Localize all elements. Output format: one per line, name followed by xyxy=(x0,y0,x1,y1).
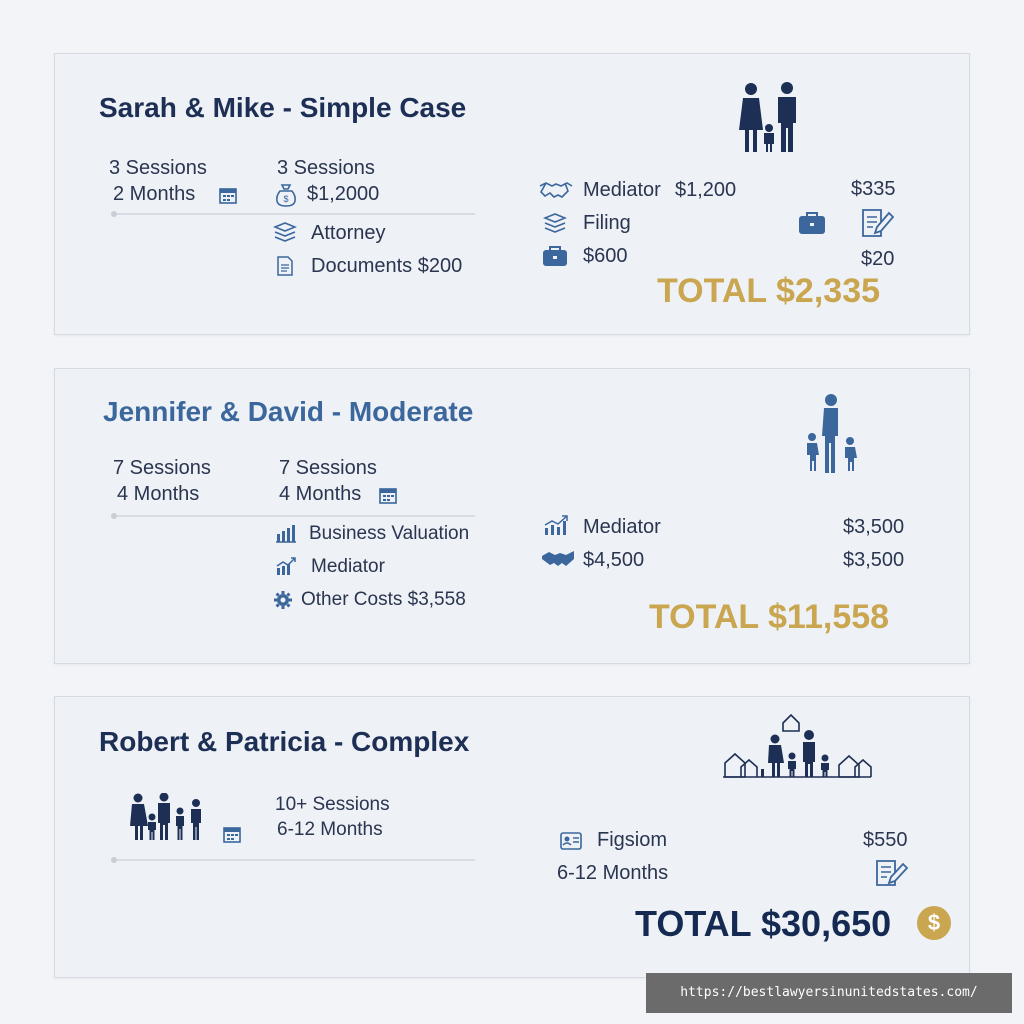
houses-family-icon xyxy=(723,713,872,778)
filing-label: Filing xyxy=(583,212,631,234)
duration-label: 4 Months xyxy=(117,483,200,505)
amount-label: $1,2000 xyxy=(307,183,380,205)
total-label: TOTAL xyxy=(635,903,751,944)
total: TOTAL $2,335 xyxy=(657,272,880,311)
edit-document-icon xyxy=(862,209,895,237)
total-label: TOTAL xyxy=(657,272,767,310)
money-bag-icon: $ xyxy=(276,184,296,207)
mediator-label: Mediator xyxy=(583,179,661,201)
calendar-icon xyxy=(223,827,241,843)
total-value: $30,650 xyxy=(761,903,892,944)
duration-label: 4 Months xyxy=(279,483,362,505)
duration-label: 6-12 Months xyxy=(557,862,669,884)
source-url: https://bestlawyersinunitedstates.com/ xyxy=(646,973,1012,1013)
chart-icon xyxy=(544,515,568,535)
amount-value: $600 xyxy=(583,245,628,267)
family-icon xyxy=(130,793,201,840)
handshake-icon xyxy=(542,551,574,566)
case-title: Robert & Patricia - Complex xyxy=(99,726,470,757)
divider xyxy=(111,513,475,519)
family-icon xyxy=(807,394,857,473)
case-title: Sarah & Mike - Simple Case xyxy=(99,92,467,123)
handshake-icon xyxy=(539,182,573,198)
svg-text:$: $ xyxy=(283,194,288,204)
figsiom-label: Figsiom xyxy=(597,829,668,851)
calendar-icon xyxy=(219,188,237,204)
calendar-icon xyxy=(379,488,397,504)
other-costs-label: Other Costs $3,558 xyxy=(301,589,466,610)
family-icon xyxy=(739,82,796,152)
sessions-label: 3 Sessions xyxy=(277,157,375,179)
amount-value: $550 xyxy=(863,829,908,851)
mediator-label: Mediator xyxy=(583,516,661,538)
amount-value: $3,500 xyxy=(843,549,905,571)
briefcase-icon xyxy=(543,246,567,266)
briefcase-icon xyxy=(799,212,825,234)
sessions-label: 10+ Sessions xyxy=(275,794,390,815)
sessions-label: 3 Sessions xyxy=(109,157,207,179)
chart-icon xyxy=(276,557,296,575)
coin-icon: $ xyxy=(917,906,951,940)
stack-icon xyxy=(273,222,297,242)
chart-icon xyxy=(276,525,296,543)
case-card-complex: Robert & Patricia - Complex 10+ Sess xyxy=(54,696,970,978)
amount-value: $335 xyxy=(851,178,896,200)
duration-label: 6-12 Months xyxy=(277,819,383,840)
gear-icon xyxy=(274,591,292,609)
edit-document-icon xyxy=(876,860,909,886)
mediator-amount: $1,200 xyxy=(675,179,737,201)
case-card-simple: Sarah & Mike - Simple Case 3 Sessions 2 … xyxy=(54,53,970,335)
total: TOTAL $11,558 xyxy=(649,598,889,637)
business-valuation-label: Business Valuation xyxy=(309,523,470,544)
divider xyxy=(111,211,475,217)
attorney-label: Attorney xyxy=(311,222,386,244)
amount-value: $4,500 xyxy=(583,549,645,571)
document-icon xyxy=(277,256,293,276)
sessions-label: 7 Sessions xyxy=(113,457,211,479)
stack-icon xyxy=(543,213,567,233)
id-card-icon xyxy=(560,832,582,850)
total-value: $11,558 xyxy=(768,598,890,636)
amount-value: $3,500 xyxy=(843,516,905,538)
sessions-label: 7 Sessions xyxy=(279,457,377,479)
total-label: TOTAL xyxy=(649,598,759,636)
case-title: Jennifer & David - Moderate xyxy=(103,396,474,427)
mediator-label: Mediator xyxy=(311,556,385,577)
total: TOTAL $30,650 xyxy=(635,903,891,945)
case-card-moderate: Jennifer & David - Moderate 7 Sessions 4… xyxy=(54,368,970,664)
duration-label: 2 Months xyxy=(113,183,196,205)
total-value: $2,335 xyxy=(776,272,881,310)
divider xyxy=(111,857,475,863)
documents-label: Documents $200 xyxy=(311,255,463,277)
amount-value: $20 xyxy=(861,248,895,270)
